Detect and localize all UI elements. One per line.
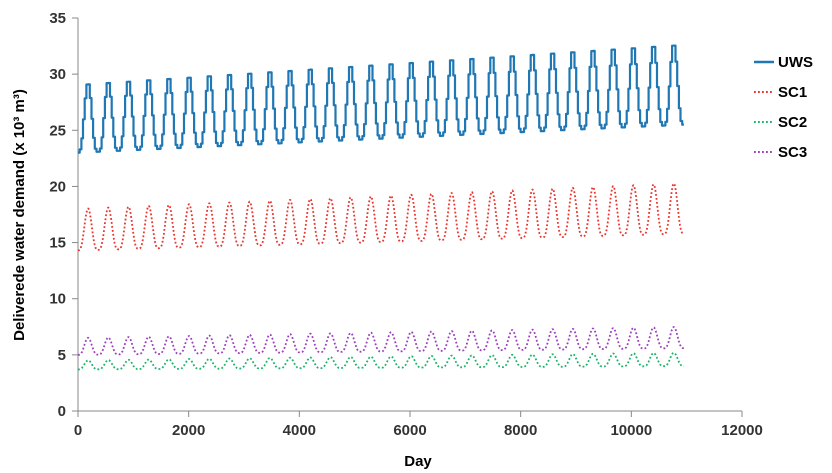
y-tick-label: 30 bbox=[49, 66, 66, 83]
y-tick-label: 35 bbox=[49, 10, 66, 27]
legend-label-sc3: SC3 bbox=[778, 144, 807, 161]
legend-label-sc2: SC2 bbox=[778, 114, 807, 131]
x-axis-title: Day bbox=[404, 453, 432, 470]
legend-label-sc1: SC1 bbox=[778, 84, 807, 101]
y-axis-title: Deliverede water demand (x 10³ m³) bbox=[11, 89, 28, 341]
axes: 0 5 10 15 20 25 30 35 0 2000 4000 6000 8000 10000 1200… bbox=[49, 10, 763, 439]
y-tick-label: 5 bbox=[58, 347, 66, 364]
series-line-uws bbox=[78, 44, 684, 154]
y-tick-label: 20 bbox=[49, 178, 66, 195]
legend-label-uws: UWS bbox=[778, 54, 813, 71]
legend: UWS SC1 SC2 SC3 bbox=[754, 54, 813, 161]
series-layer bbox=[77, 44, 685, 371]
y-tick-label: 0 bbox=[58, 403, 66, 420]
x-tick-label: 4000 bbox=[283, 422, 316, 439]
x-tick-label: 12000 bbox=[721, 422, 763, 439]
x-tick-label: 10000 bbox=[610, 422, 652, 439]
x-tick-label: 0 bbox=[74, 422, 82, 439]
series-line-sc1 bbox=[77, 182, 685, 252]
y-tick-label: 15 bbox=[49, 235, 66, 252]
series-line-sc2 bbox=[77, 351, 685, 371]
y-tick-label: 25 bbox=[49, 122, 66, 139]
x-tick-label: 2000 bbox=[172, 422, 205, 439]
x-tick-label: 8000 bbox=[504, 422, 537, 439]
x-tick-label: 6000 bbox=[393, 422, 426, 439]
y-tick-label: 10 bbox=[49, 291, 66, 308]
series-line-sc3 bbox=[77, 326, 685, 356]
